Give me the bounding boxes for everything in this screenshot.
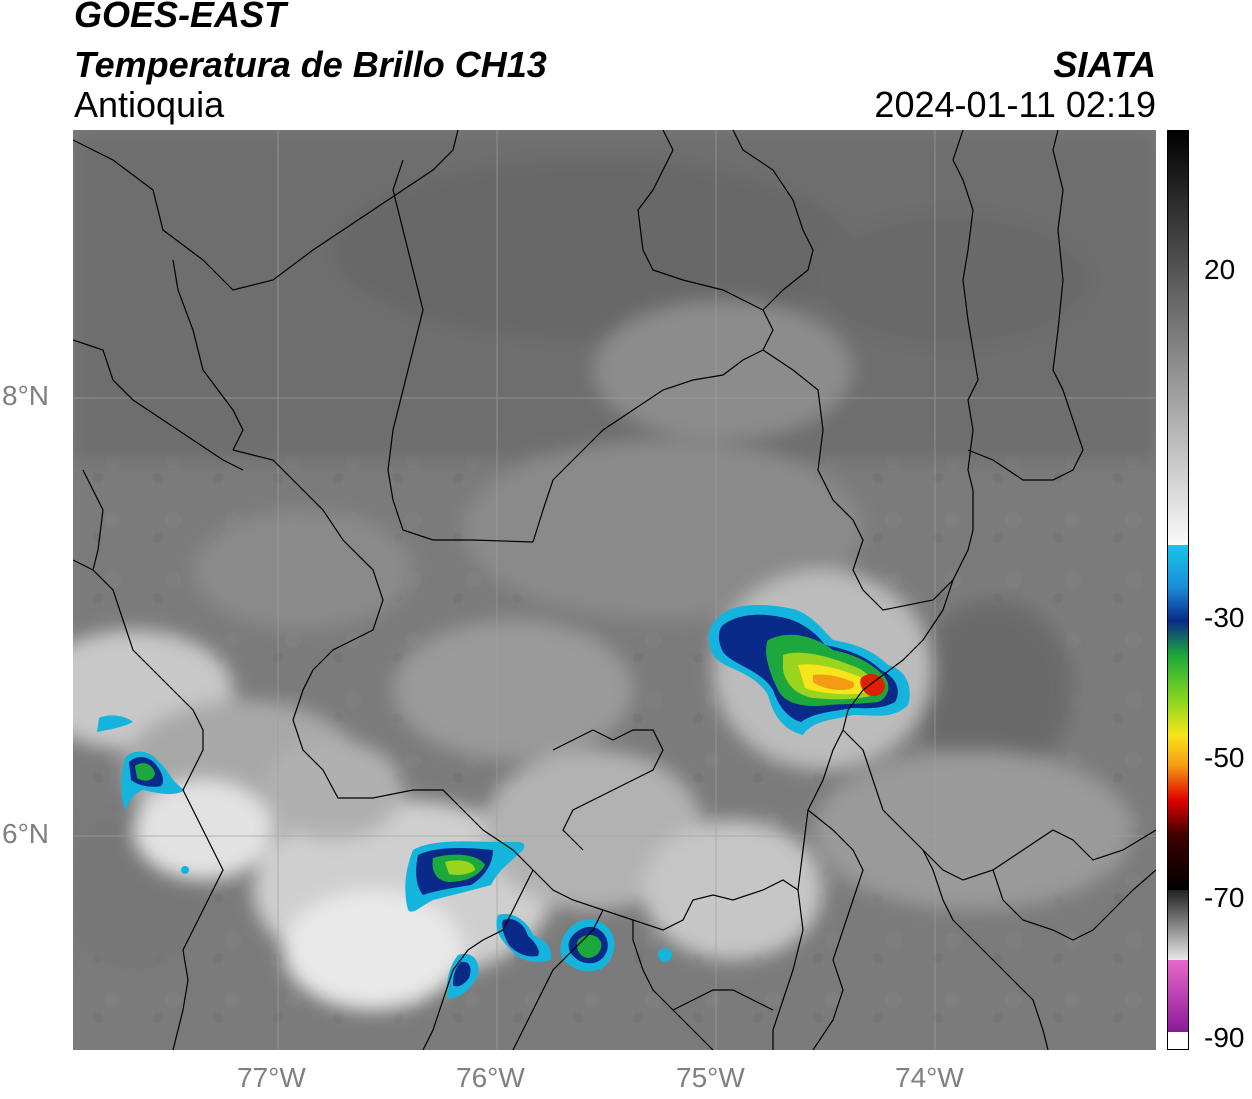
organization-label: SIATA: [1053, 44, 1156, 85]
colorbar-tick-minus90: -90: [1204, 1022, 1245, 1053]
colorbar: [1167, 130, 1189, 1050]
datetime-label: 2024-01-11 02:19: [874, 84, 1156, 125]
lon-tick-75w: 75°W: [676, 1062, 745, 1093]
lon-tick-76w: 76°W: [456, 1062, 525, 1093]
colorbar-tick-minus70: -70: [1204, 882, 1245, 913]
colorbar-tick-minus50: -50: [1204, 742, 1245, 773]
lon-tick-74w: 74°W: [895, 1062, 964, 1093]
storm-cell-east: [708, 605, 910, 735]
storm-cell-west: [97, 715, 185, 810]
lon-tick-77w: 77°W: [237, 1062, 306, 1093]
lat-tick-8n: 8°N: [2, 380, 49, 411]
lat-tick-6n: 6°N: [2, 818, 49, 849]
colorbar-tick-minus30: -30: [1204, 602, 1245, 633]
satellite-map: [73, 130, 1156, 1050]
storm-cell-south: [181, 841, 672, 999]
region-label: Antioquia: [74, 84, 225, 125]
product-title: Temperatura de Brillo CH13: [74, 44, 547, 85]
colorbar-tick-20: 20: [1204, 254, 1236, 285]
satellite-title: GOES-EAST: [74, 0, 287, 35]
